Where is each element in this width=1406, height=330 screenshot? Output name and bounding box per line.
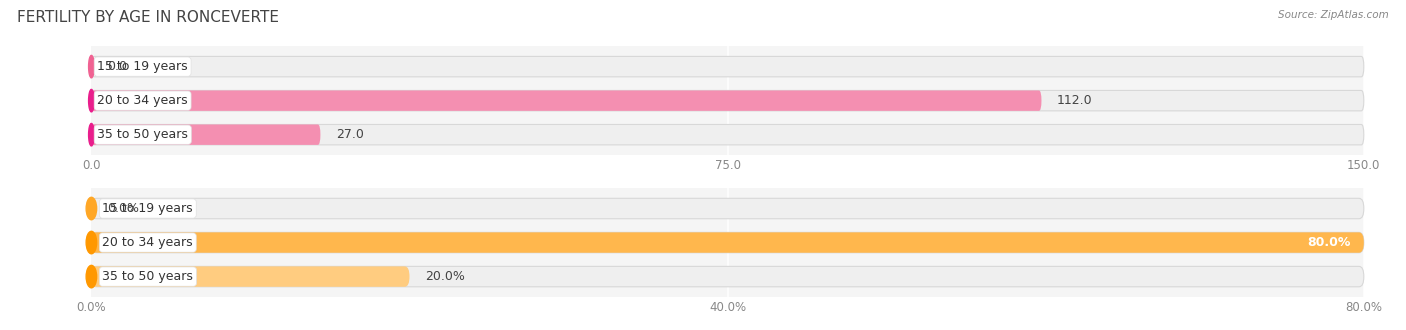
FancyBboxPatch shape xyxy=(91,232,1364,253)
Circle shape xyxy=(89,89,94,112)
Circle shape xyxy=(86,231,97,254)
Text: Source: ZipAtlas.com: Source: ZipAtlas.com xyxy=(1278,10,1389,20)
Text: 20 to 34 years: 20 to 34 years xyxy=(103,236,193,249)
Text: 112.0: 112.0 xyxy=(1057,94,1092,107)
Text: 15 to 19 years: 15 to 19 years xyxy=(97,60,188,73)
Text: 35 to 50 years: 35 to 50 years xyxy=(97,128,188,141)
Circle shape xyxy=(86,197,97,220)
FancyBboxPatch shape xyxy=(91,56,1364,77)
Circle shape xyxy=(89,55,94,78)
FancyBboxPatch shape xyxy=(91,232,1364,253)
FancyBboxPatch shape xyxy=(91,90,1042,111)
Text: 20.0%: 20.0% xyxy=(425,270,464,283)
FancyBboxPatch shape xyxy=(91,124,321,145)
Text: 15 to 19 years: 15 to 19 years xyxy=(103,202,193,215)
Text: 0.0%: 0.0% xyxy=(107,202,139,215)
FancyBboxPatch shape xyxy=(91,124,1364,145)
FancyBboxPatch shape xyxy=(91,90,1364,111)
Circle shape xyxy=(89,123,94,146)
Circle shape xyxy=(86,265,97,288)
Text: 80.0%: 80.0% xyxy=(1308,236,1351,249)
Text: 0.0: 0.0 xyxy=(107,60,127,73)
FancyBboxPatch shape xyxy=(91,266,1364,287)
Text: FERTILITY BY AGE IN RONCEVERTE: FERTILITY BY AGE IN RONCEVERTE xyxy=(17,10,278,25)
FancyBboxPatch shape xyxy=(91,266,409,287)
FancyBboxPatch shape xyxy=(91,198,1364,219)
Text: 35 to 50 years: 35 to 50 years xyxy=(103,270,194,283)
Text: 27.0: 27.0 xyxy=(336,128,364,141)
Text: 20 to 34 years: 20 to 34 years xyxy=(97,94,188,107)
